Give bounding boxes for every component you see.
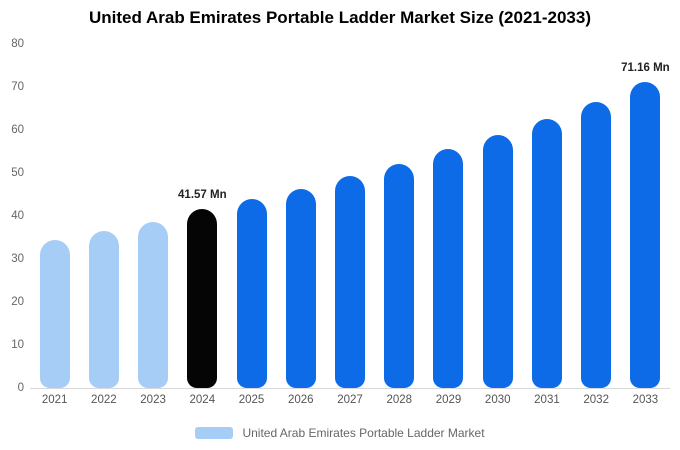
y-axis-tick-label: 40 bbox=[11, 210, 24, 222]
x-axis-label: 2022 bbox=[91, 394, 117, 406]
bar bbox=[531, 119, 562, 388]
y-axis: 0 10 20 30 40 50 60 70 80 bbox=[0, 38, 26, 394]
legend-label: United Arab Emirates Portable Ladder Mar… bbox=[242, 426, 485, 440]
y-axis-tick-label: 10 bbox=[11, 339, 24, 351]
bar bbox=[88, 230, 119, 388]
bar-column bbox=[424, 44, 473, 388]
bar bbox=[384, 163, 415, 388]
x-axis-label: 2030 bbox=[484, 394, 511, 406]
x-axis-label: 2033 bbox=[632, 394, 659, 406]
y-axis-tick-label: 50 bbox=[11, 167, 24, 179]
bar bbox=[236, 199, 267, 388]
chart-title: United Arab Emirates Portable Ladder Mar… bbox=[89, 8, 591, 27]
bar-column bbox=[79, 44, 128, 388]
x-axis-label: 2024 bbox=[189, 394, 216, 406]
bar-column bbox=[522, 44, 571, 388]
bar-column: 41.57 Mn bbox=[178, 44, 227, 388]
legend: United Arab Emirates Portable Ladder Mar… bbox=[0, 426, 680, 440]
bar bbox=[630, 82, 661, 388]
x-axis-label: 2029 bbox=[435, 394, 462, 406]
bar bbox=[482, 135, 513, 388]
x-axis-label: 2021 bbox=[41, 394, 68, 406]
value-label: 71.16 Mn bbox=[621, 62, 670, 75]
x-axis-labels: 2021 2022 2023 2024 2025 2026 2027 2028 2029 2030… bbox=[30, 394, 670, 406]
bar-column bbox=[276, 44, 325, 388]
y-axis-tick-label: 20 bbox=[11, 296, 24, 308]
x-axis-label: 2032 bbox=[583, 394, 609, 406]
bar bbox=[433, 149, 464, 388]
bar bbox=[187, 209, 218, 388]
y-axis-tick-label: 70 bbox=[11, 81, 24, 93]
bar-column bbox=[473, 44, 522, 388]
x-axis-label: 2025 bbox=[238, 394, 265, 406]
y-axis-tick-label: 0 bbox=[17, 382, 24, 394]
plot-area: 41.57 Mn 71.16 Mn bbox=[30, 44, 670, 389]
value-label: 41.57 Mn bbox=[178, 189, 227, 202]
x-axis-label: 2028 bbox=[386, 394, 413, 406]
y-axis-tick-label: 80 bbox=[11, 38, 24, 50]
x-axis-label: 2026 bbox=[287, 394, 314, 406]
bar-column: 71.16 Mn bbox=[621, 44, 670, 388]
bar bbox=[335, 176, 366, 388]
y-axis-tick-label: 30 bbox=[11, 253, 24, 265]
bar bbox=[138, 221, 169, 388]
bar bbox=[285, 188, 316, 388]
bar bbox=[39, 240, 70, 388]
bar-column bbox=[128, 44, 177, 388]
bar-column bbox=[30, 44, 79, 388]
y-axis-tick-label: 60 bbox=[11, 124, 24, 136]
bar-column bbox=[375, 44, 424, 388]
legend-swatch bbox=[195, 427, 234, 439]
x-axis-label: 2031 bbox=[534, 394, 560, 406]
x-axis-label: 2027 bbox=[337, 394, 363, 406]
x-axis-label: 2023 bbox=[140, 394, 166, 406]
bar-column bbox=[325, 44, 374, 388]
bar bbox=[581, 101, 612, 388]
bar-column bbox=[227, 44, 276, 388]
bar-column bbox=[572, 44, 621, 388]
